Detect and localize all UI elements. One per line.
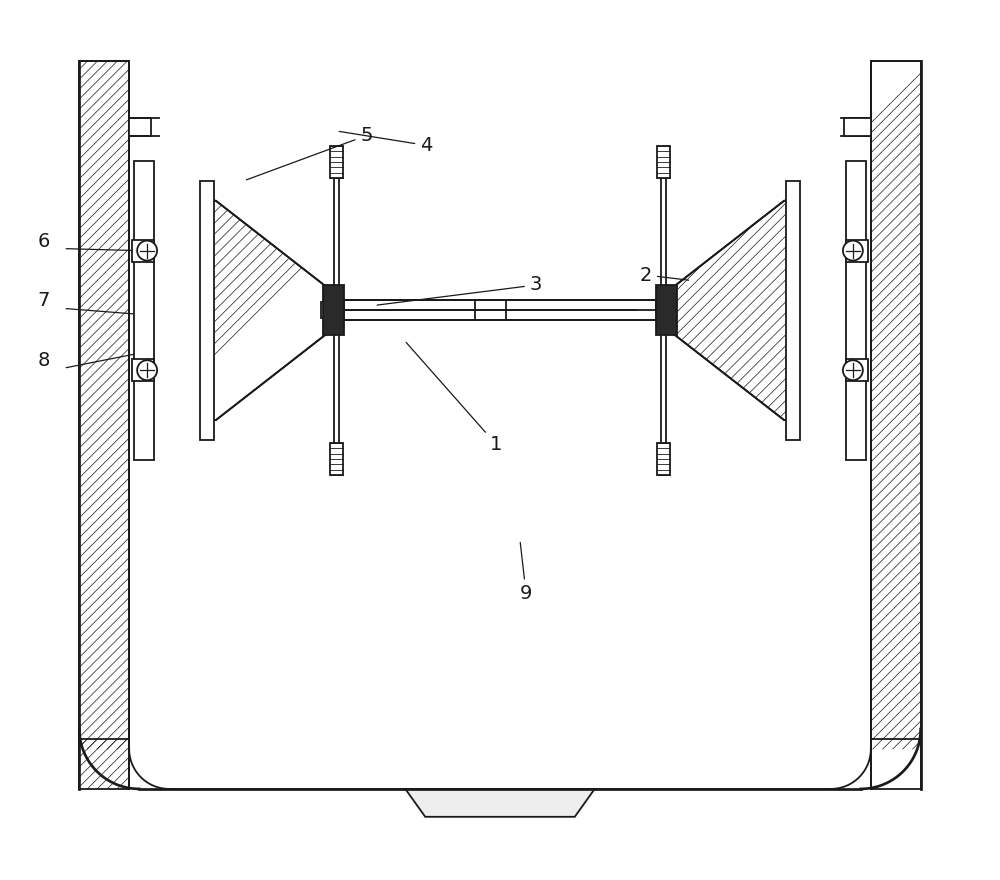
Bar xyxy=(846,161,866,460)
Bar xyxy=(323,285,344,335)
Text: 9: 9 xyxy=(520,542,532,604)
Bar xyxy=(844,118,871,136)
Polygon shape xyxy=(405,788,595,817)
Bar xyxy=(321,303,331,319)
Circle shape xyxy=(137,360,157,380)
Text: 7: 7 xyxy=(37,291,50,311)
Text: 2: 2 xyxy=(640,266,689,284)
Circle shape xyxy=(137,240,157,260)
Bar xyxy=(663,303,673,319)
Bar xyxy=(330,146,343,178)
Text: 3: 3 xyxy=(377,275,542,305)
Bar xyxy=(849,118,871,136)
Bar xyxy=(786,180,800,440)
Polygon shape xyxy=(671,201,796,420)
Text: 1: 1 xyxy=(406,342,502,454)
Bar xyxy=(656,285,677,335)
Text: 4: 4 xyxy=(339,131,433,155)
Bar xyxy=(129,118,151,136)
Bar xyxy=(330,443,343,475)
Text: 8: 8 xyxy=(37,351,50,370)
Bar xyxy=(132,239,154,261)
Bar xyxy=(344,300,656,320)
Circle shape xyxy=(843,360,863,380)
Bar xyxy=(79,62,129,749)
Bar xyxy=(871,62,921,749)
Text: 6: 6 xyxy=(37,231,50,251)
Bar xyxy=(657,443,670,475)
Bar xyxy=(846,239,868,261)
Text: 5: 5 xyxy=(246,126,373,180)
Bar xyxy=(871,739,921,788)
Polygon shape xyxy=(204,201,329,420)
Bar xyxy=(325,300,335,328)
Bar xyxy=(200,180,214,440)
Bar xyxy=(129,62,871,788)
Bar xyxy=(134,161,154,460)
Bar xyxy=(344,300,636,320)
Bar xyxy=(132,359,154,381)
Bar xyxy=(657,146,670,178)
Bar xyxy=(846,359,868,381)
Bar xyxy=(79,739,129,788)
Circle shape xyxy=(843,240,863,260)
